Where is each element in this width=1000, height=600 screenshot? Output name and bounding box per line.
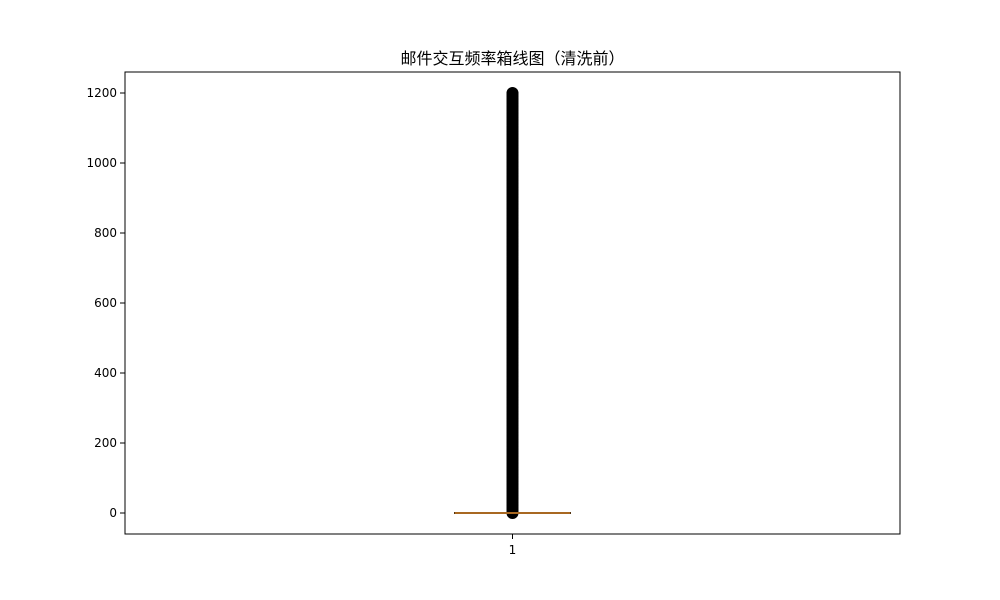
y-axis: 0 200 400 600 800 1000 1200 (86, 86, 125, 520)
y-tick-label: 600 (94, 296, 117, 310)
y-tick-label: 0 (109, 506, 117, 520)
y-tick-label: 1000 (86, 156, 117, 170)
outlier-point (506, 87, 519, 99)
y-tick-label: 1200 (86, 86, 117, 100)
outlier-points (506, 87, 519, 519)
y-tick-label: 400 (94, 366, 117, 380)
y-tick-label: 200 (94, 436, 117, 450)
x-tick-label: 1 (509, 543, 517, 557)
chart-title: 邮件交互频率箱线图（清洗前） (400, 49, 624, 68)
x-axis: 1 (509, 534, 517, 557)
box-element (454, 512, 571, 514)
y-tick-label: 800 (94, 226, 117, 240)
